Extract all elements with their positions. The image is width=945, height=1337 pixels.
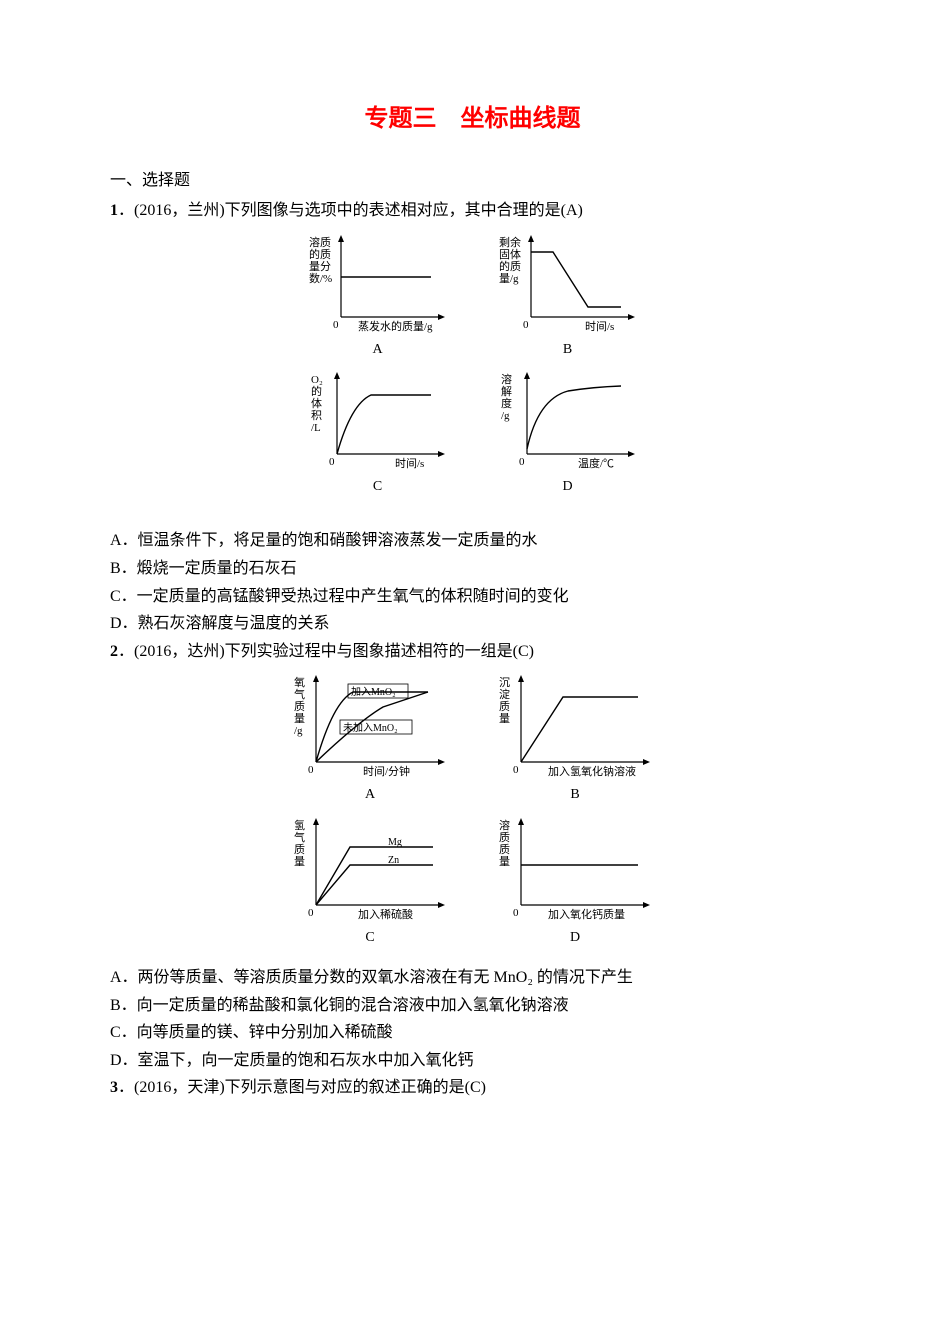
- svg-text:的质: 的质: [499, 259, 521, 273]
- question-2: 2．(2016，达州)下列实验过程中与图象描述相符的一组是(C): [110, 639, 835, 665]
- question-1: 1．(2016，兰州)下列图像与选项中的表述相对应，其中合理的是(A): [110, 198, 835, 224]
- q3-num: 3: [110, 1079, 118, 1096]
- svg-text:温度/℃: 温度/℃: [578, 456, 614, 470]
- svg-text:气: 气: [294, 687, 305, 701]
- svg-text:/g: /g: [501, 410, 510, 422]
- q2-text: ．(2016，达州)下列实验过程中与图象描述相符的一组是(C): [118, 643, 534, 660]
- q1-chart-c: O₂ 的 体 积 /L 0 时间/s C: [303, 369, 453, 498]
- page-title: 专题三 坐标曲线题: [110, 100, 835, 138]
- svg-text:数/%: 数/%: [309, 272, 332, 285]
- q2-num: 2: [110, 643, 118, 660]
- svg-text:加入氢氧化钠溶液: 加入氢氧化钠溶液: [548, 764, 636, 778]
- svg-text:剩余: 剩余: [499, 235, 521, 249]
- q2-chart-b-label: B: [570, 784, 579, 806]
- q1-option-a: A．恒温条件下，将足量的饱和硝酸钾溶液蒸发一定质量的水: [110, 528, 835, 554]
- q1-option-d: D．熟石灰溶解度与温度的关系: [110, 611, 835, 637]
- section-header: 一、选择题: [110, 168, 835, 194]
- q1-charts: 溶质 的质 量分 数/% 0 蒸发水的质量/g A 剩余 固体 的质 量/g: [110, 232, 835, 507]
- svg-text:溶: 溶: [501, 372, 512, 386]
- svg-text:加入氧化钙质量: 加入氧化钙质量: [548, 907, 625, 921]
- svg-text:质: 质: [499, 843, 510, 856]
- svg-text:解: 解: [501, 384, 512, 398]
- svg-text:质: 质: [499, 831, 510, 844]
- svg-text:0: 0: [523, 319, 529, 331]
- q2-chart-a-label: A: [365, 784, 375, 806]
- q1-option-c: C．一定质量的高锰酸钾受热过程中产生氧气的体积随时间的变化: [110, 584, 835, 610]
- svg-text:量: 量: [294, 855, 305, 868]
- q1-num: 1: [110, 202, 118, 219]
- svg-text:质: 质: [294, 843, 305, 856]
- svg-text:Zn: Zn: [388, 855, 399, 866]
- q1-chart-b: 剩余 固体 的质 量/g 0 时间/s B: [493, 232, 643, 361]
- q1-option-b: B．煅烧一定质量的石灰石: [110, 556, 835, 582]
- q3-text: ．(2016，天津)下列示意图与对应的叙述正确的是(C): [118, 1079, 486, 1096]
- svg-text:量/g: 量/g: [499, 272, 519, 285]
- svg-text:积: 积: [311, 409, 322, 422]
- q1-chart-a: 溶质 的质 量分 数/% 0 蒸发水的质量/g A: [303, 232, 453, 361]
- q2-chart-a: 氧 气 质 量 /g 加入MnO₂ 未加入MnO₂ 0 时间/分钟 A: [288, 672, 453, 806]
- q2-option-a: A．两份等质量、等溶质质量分数的双氧水溶液在有无 MnO₂ 的情况下产生: [110, 965, 835, 991]
- q2-chart-d: 溶 质 质 量 0 加入氧化钙质量 D: [493, 815, 658, 949]
- q1-chart-a-label: A: [372, 339, 382, 361]
- svg-text:/L: /L: [311, 422, 321, 434]
- svg-text:0: 0: [329, 456, 335, 468]
- q2-chart-c-label: C: [365, 927, 374, 949]
- svg-text:加入MnO₂: 加入MnO₂: [351, 686, 396, 698]
- svg-text:未加入MnO₂: 未加入MnO₂: [343, 722, 398, 734]
- svg-text:氢: 氢: [294, 818, 305, 832]
- svg-text:加入稀硫酸: 加入稀硫酸: [358, 907, 413, 921]
- svg-text:的质: 的质: [309, 247, 331, 261]
- svg-text:氧: 氧: [294, 675, 305, 689]
- q2-charts: 氧 气 质 量 /g 加入MnO₂ 未加入MnO₂ 0 时间/分钟 A: [110, 672, 835, 957]
- question-3: 3．(2016，天津)下列示意图与对应的叙述正确的是(C): [110, 1075, 835, 1101]
- svg-text:淀: 淀: [499, 687, 510, 701]
- q2-option-c: C．向等质量的镁、锌中分别加入稀硫酸: [110, 1020, 835, 1046]
- svg-text:气: 气: [294, 830, 305, 844]
- q2-option-d: D．室温下，向一定质量的饱和石灰水中加入氧化钙: [110, 1048, 835, 1074]
- svg-text:溶质: 溶质: [309, 235, 331, 249]
- svg-text:的: 的: [311, 384, 322, 398]
- svg-text:0: 0: [308, 764, 314, 776]
- svg-text:0: 0: [519, 456, 525, 468]
- q1-chart-d: 溶 解 度 /g 0 温度/℃ D: [493, 369, 643, 498]
- svg-text:量: 量: [499, 855, 510, 868]
- q1-chart-d-label: D: [562, 476, 572, 498]
- svg-text:/g: /g: [294, 725, 303, 737]
- q1-text: ．(2016，兰州)下列图像与选项中的表述相对应，其中合理的是(A): [118, 202, 583, 219]
- q1-chart-c-label: C: [373, 476, 382, 498]
- svg-text:沉: 沉: [499, 676, 510, 689]
- svg-text:时间/s: 时间/s: [395, 457, 424, 470]
- svg-text:质: 质: [294, 700, 305, 713]
- q2-option-b: B．向一定质量的稀盐酸和氯化铜的混合溶液中加入氢氧化钠溶液: [110, 993, 835, 1019]
- svg-text:0: 0: [513, 764, 519, 776]
- q1-chart-b-label: B: [563, 339, 572, 361]
- q2-chart-b: 沉 淀 质 量 0 加入氢氧化钠溶液 B: [493, 672, 658, 806]
- svg-text:量: 量: [499, 712, 510, 725]
- svg-text:O₂: O₂: [311, 374, 323, 386]
- svg-text:时间/s: 时间/s: [585, 320, 614, 333]
- svg-text:体: 体: [311, 396, 322, 410]
- svg-text:质: 质: [499, 700, 510, 713]
- svg-text:量: 量: [294, 712, 305, 725]
- q2-chart-d-label: D: [570, 927, 580, 949]
- svg-text:0: 0: [513, 907, 519, 919]
- svg-text:固体: 固体: [499, 247, 521, 261]
- svg-text:蒸发水的质量/g: 蒸发水的质量/g: [358, 319, 433, 333]
- svg-text:溶: 溶: [499, 818, 510, 832]
- q2-chart-c: 氢 气 质 量 Mg Zn 0 加入稀硫酸 C: [288, 815, 453, 949]
- svg-text:量分: 量分: [309, 260, 331, 273]
- svg-text:时间/分钟: 时间/分钟: [363, 764, 410, 778]
- svg-text:0: 0: [308, 907, 314, 919]
- svg-text:Mg: Mg: [388, 837, 402, 848]
- svg-text:0: 0: [333, 319, 339, 331]
- svg-text:度: 度: [501, 396, 512, 410]
